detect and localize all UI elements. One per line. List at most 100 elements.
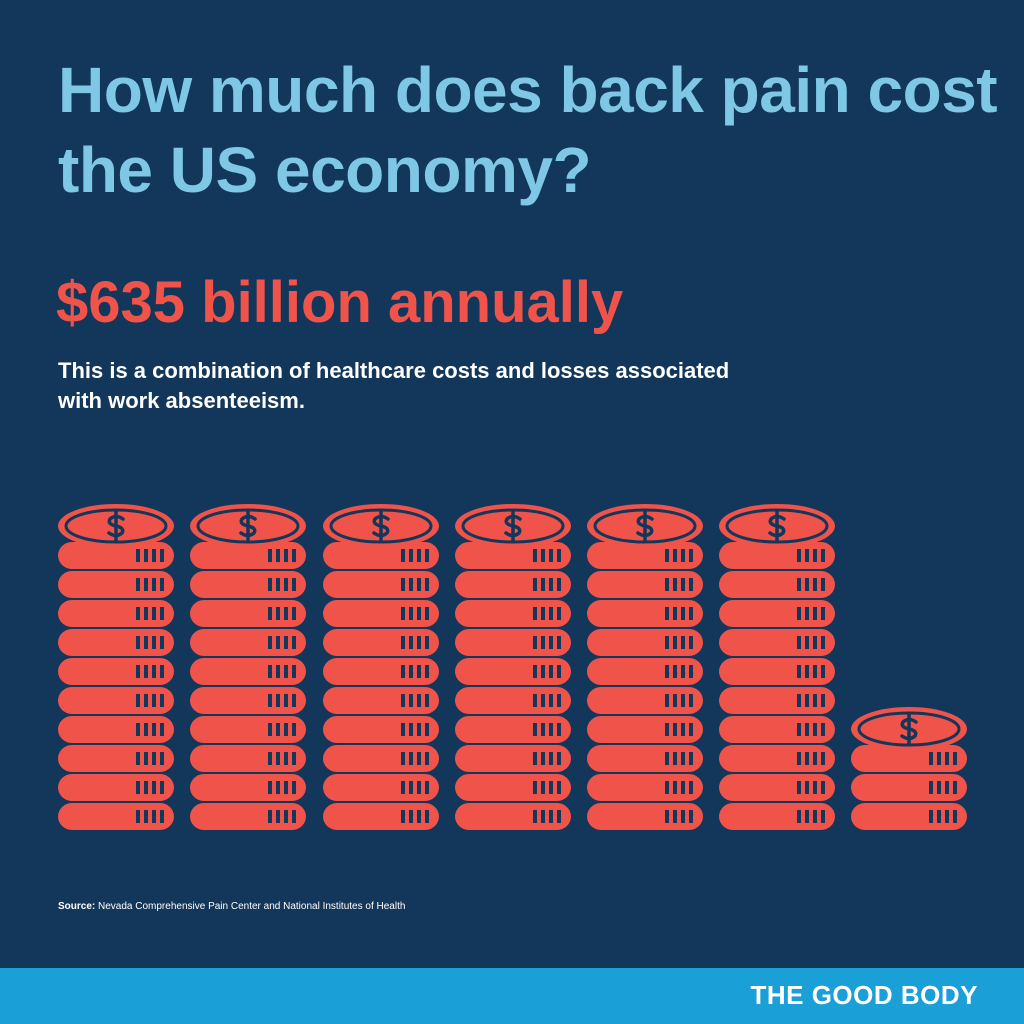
coin-ridge	[160, 723, 164, 736]
coin-ridge	[673, 781, 677, 794]
coin-ridge	[797, 781, 801, 794]
coin-ridge	[945, 752, 949, 765]
dollar-sign	[107, 509, 125, 543]
coin-side	[455, 542, 571, 569]
coin-ridge	[681, 694, 685, 707]
coin-ridge	[689, 694, 693, 707]
coin-stacks	[58, 504, 967, 830]
dollar-sign	[900, 712, 918, 746]
coin-ridge	[681, 665, 685, 678]
coin-ridge	[681, 636, 685, 649]
coin-ridge	[689, 781, 693, 794]
coin-ridge	[276, 723, 280, 736]
coin-ridge	[268, 810, 272, 823]
coin-ridge	[665, 752, 669, 765]
coin-ridge	[673, 810, 677, 823]
coin-ridge	[689, 752, 693, 765]
coin-ridge	[425, 665, 429, 678]
coin-ridge	[541, 810, 545, 823]
coin-side	[190, 600, 306, 627]
coin-side	[455, 774, 571, 801]
coin-ridge	[805, 781, 809, 794]
coin-ridge	[409, 723, 413, 736]
coin-ridge	[401, 723, 405, 736]
coin-ridge	[673, 578, 677, 591]
coin-side	[190, 716, 306, 743]
coin-side	[58, 629, 174, 656]
coin-side	[455, 629, 571, 656]
coin-ridge	[401, 578, 405, 591]
coin-ridge	[160, 752, 164, 765]
coin-ridge	[417, 723, 421, 736]
coin-ridge	[409, 549, 413, 562]
coin-ridge	[549, 810, 553, 823]
coin-ridge	[673, 549, 677, 562]
coin-ridge	[673, 636, 677, 649]
coin-ridge	[797, 578, 801, 591]
coin-ridge	[533, 636, 537, 649]
coin-ridge	[417, 752, 421, 765]
coin-ridge	[689, 607, 693, 620]
coin-ridge	[268, 636, 272, 649]
coin-ridge	[417, 694, 421, 707]
coin-ridge	[805, 578, 809, 591]
coin-ridge	[541, 607, 545, 620]
coin-ridge	[292, 810, 296, 823]
coin-ridge	[160, 636, 164, 649]
coin-side	[719, 803, 835, 830]
coin-ridge	[409, 752, 413, 765]
coin-side	[190, 687, 306, 714]
coin-ridge	[425, 810, 429, 823]
coin-ridge	[557, 665, 561, 678]
coin-ridge	[557, 694, 561, 707]
coin-side	[190, 629, 306, 656]
coin-ridge	[549, 665, 553, 678]
coin-ridge	[945, 810, 949, 823]
coin-ridge	[276, 665, 280, 678]
coin-ridge	[533, 694, 537, 707]
coin-ridge	[813, 781, 817, 794]
coin-ridge	[929, 752, 933, 765]
coin-side	[719, 658, 835, 685]
coin-ridge	[821, 781, 825, 794]
coin-ridge	[409, 665, 413, 678]
coin-ridge	[409, 578, 413, 591]
coin-side	[323, 803, 439, 830]
source-text: Nevada Comprehensive Pain Center and Nat…	[98, 901, 406, 912]
coin-ridge	[557, 781, 561, 794]
coin-ridge	[401, 752, 405, 765]
coin-ridge	[425, 607, 429, 620]
coin-ridge	[136, 607, 140, 620]
coin-side	[58, 745, 174, 772]
coin-ridge	[533, 665, 537, 678]
coin-ridge	[152, 578, 156, 591]
dollar-sign	[504, 509, 522, 543]
coin-ridge	[425, 549, 429, 562]
coin-ridge	[797, 694, 801, 707]
coin-ridge	[292, 549, 296, 562]
coin-ridge	[136, 578, 140, 591]
coin-ridge	[268, 665, 272, 678]
coin-ridge	[144, 810, 148, 823]
coin-ridge	[136, 752, 140, 765]
coin-ridge	[805, 723, 809, 736]
coin-ridge	[284, 578, 288, 591]
coin-ridge	[152, 607, 156, 620]
coin-ridge	[284, 752, 288, 765]
coin-ridge	[417, 578, 421, 591]
coin-ridge	[665, 781, 669, 794]
coin-ridge	[549, 752, 553, 765]
coin-ridge	[689, 549, 693, 562]
coin-ridge	[144, 781, 148, 794]
coin-ridge	[417, 810, 421, 823]
coin-ridge	[821, 694, 825, 707]
coin-ridge	[268, 578, 272, 591]
coin-ridge	[152, 752, 156, 765]
coin-ridge	[268, 607, 272, 620]
coin-ridge	[797, 810, 801, 823]
coin-ridge	[401, 549, 405, 562]
coin-ridge	[292, 752, 296, 765]
coin-ridge	[689, 636, 693, 649]
coin-ridge	[401, 607, 405, 620]
